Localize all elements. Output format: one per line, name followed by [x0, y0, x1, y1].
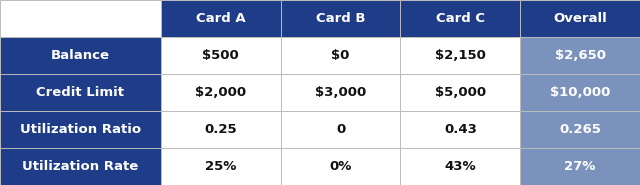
Bar — [401, 0, 520, 37]
Text: $5,000: $5,000 — [435, 86, 486, 99]
Text: Overall: Overall — [553, 12, 607, 25]
Bar — [520, 0, 640, 37]
Text: $0: $0 — [332, 49, 350, 62]
Text: Card B: Card B — [316, 12, 365, 25]
Bar — [281, 148, 401, 185]
Bar — [520, 111, 640, 148]
Text: 27%: 27% — [564, 160, 596, 173]
Bar — [0, 111, 161, 148]
Text: 0%: 0% — [330, 160, 352, 173]
Text: Card A: Card A — [196, 12, 246, 25]
Bar — [0, 74, 161, 111]
Bar — [0, 37, 161, 74]
Bar — [281, 74, 401, 111]
Text: $2,150: $2,150 — [435, 49, 486, 62]
Text: 25%: 25% — [205, 160, 237, 173]
Text: 0.265: 0.265 — [559, 123, 601, 136]
Text: 0: 0 — [336, 123, 345, 136]
Text: $3,000: $3,000 — [315, 86, 366, 99]
Bar — [520, 148, 640, 185]
Text: Utilization Rate: Utilization Rate — [22, 160, 139, 173]
Bar — [161, 111, 281, 148]
Text: 43%: 43% — [445, 160, 476, 173]
Bar — [0, 0, 161, 37]
Text: Balance: Balance — [51, 49, 110, 62]
Bar — [161, 0, 281, 37]
Text: $2,000: $2,000 — [195, 86, 246, 99]
Bar — [520, 37, 640, 74]
Text: $500: $500 — [202, 49, 239, 62]
Text: 0.43: 0.43 — [444, 123, 477, 136]
Text: Utilization Ratio: Utilization Ratio — [20, 123, 141, 136]
Text: $10,000: $10,000 — [550, 86, 611, 99]
Bar — [401, 111, 520, 148]
Text: Credit Limit: Credit Limit — [36, 86, 124, 99]
Bar — [401, 37, 520, 74]
Bar — [401, 148, 520, 185]
Bar — [161, 37, 281, 74]
Bar — [161, 148, 281, 185]
Bar — [161, 74, 281, 111]
Bar — [281, 111, 401, 148]
Bar — [520, 74, 640, 111]
Bar — [281, 37, 401, 74]
Text: Card C: Card C — [436, 12, 485, 25]
Text: $2,650: $2,650 — [555, 49, 605, 62]
Text: 0.25: 0.25 — [205, 123, 237, 136]
Bar — [0, 148, 161, 185]
Bar — [401, 74, 520, 111]
Bar — [281, 0, 401, 37]
